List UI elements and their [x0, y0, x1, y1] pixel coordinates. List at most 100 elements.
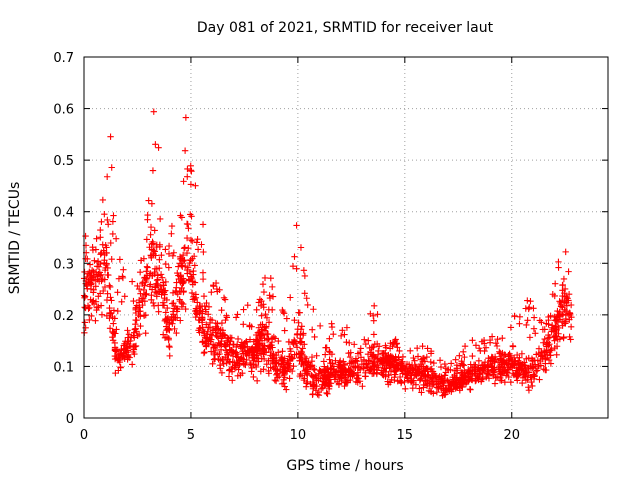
data-point [310, 306, 317, 313]
data-point [150, 108, 157, 115]
data-point [143, 268, 150, 275]
data-point [536, 317, 544, 324]
data-point [108, 255, 115, 263]
data-point [259, 343, 266, 351]
data-point [99, 241, 106, 248]
data-point [302, 366, 310, 374]
data-point [240, 321, 247, 328]
data-point [416, 363, 423, 371]
data-point [208, 288, 215, 296]
data-point [549, 291, 556, 298]
data-point [148, 291, 155, 299]
data-point [536, 376, 543, 383]
data-point [298, 372, 306, 379]
data-point [456, 376, 464, 384]
data-point [499, 334, 506, 342]
data-point [291, 316, 298, 324]
data-point [479, 367, 487, 375]
data-point [171, 325, 178, 333]
data-point [567, 301, 575, 309]
data-point [368, 353, 376, 360]
data-point [304, 361, 311, 368]
data-point [214, 333, 222, 340]
data-point [181, 256, 188, 264]
data-point [423, 364, 430, 372]
data-point [269, 283, 276, 291]
data-point [386, 345, 394, 352]
data-point [252, 345, 260, 353]
data-point [514, 371, 522, 379]
data-point [513, 367, 521, 374]
data-point [567, 323, 575, 331]
data-point [105, 221, 112, 228]
data-point [304, 301, 311, 309]
data-point [91, 257, 98, 264]
data-point [289, 355, 296, 362]
data-point [297, 326, 305, 333]
data-point [316, 322, 324, 330]
data-point [144, 264, 151, 271]
data-point [421, 372, 429, 380]
data-point [185, 276, 193, 283]
data-point [524, 317, 531, 324]
data-point [201, 348, 208, 356]
data-point [561, 285, 569, 293]
data-point [93, 235, 100, 242]
data-point [179, 251, 187, 259]
data-point [498, 357, 505, 364]
data-point [99, 196, 107, 204]
x-tick-label: 20 [503, 428, 520, 443]
data-point [525, 384, 532, 391]
data-point [253, 377, 261, 384]
data-point [159, 299, 167, 306]
data-point [411, 361, 419, 369]
data-point [496, 376, 504, 384]
data-point [379, 358, 386, 365]
data-point [437, 363, 445, 371]
data-point [501, 378, 509, 386]
data-point [472, 342, 480, 349]
data-point [124, 327, 131, 334]
data-point [95, 263, 103, 270]
data-point [146, 283, 154, 290]
data-point [441, 360, 449, 368]
data-point [407, 347, 414, 355]
data-point [299, 345, 306, 352]
data-point [354, 363, 361, 370]
data-point [189, 278, 197, 285]
data-point [502, 351, 509, 359]
data-point [177, 317, 184, 324]
data-point [152, 141, 159, 148]
data-point [260, 288, 268, 296]
data-point [392, 371, 399, 378]
data-point [101, 210, 108, 218]
data-point [184, 165, 191, 173]
data-point [209, 360, 216, 368]
data-point [162, 278, 169, 286]
data-point [156, 288, 163, 295]
y-tick-label: 0.3 [53, 257, 74, 272]
data-point [470, 361, 478, 368]
data-point [121, 346, 129, 353]
data-point [323, 389, 330, 397]
data-point [488, 362, 495, 369]
data-point [496, 356, 504, 363]
data-point [506, 364, 514, 371]
data-point [351, 341, 358, 348]
data-point [115, 275, 123, 282]
data-point [469, 352, 476, 360]
data-point [265, 367, 272, 375]
data-point [323, 376, 330, 383]
data-point [380, 350, 387, 357]
data-point [81, 304, 88, 311]
data-point [315, 377, 322, 384]
data-point [529, 382, 536, 390]
data-point [260, 355, 268, 363]
data-point [552, 323, 559, 330]
data-point [180, 178, 187, 185]
data-point [362, 369, 369, 376]
data-point [185, 225, 192, 232]
data-point [302, 357, 309, 365]
data-point [359, 383, 366, 390]
data-point [121, 340, 128, 348]
